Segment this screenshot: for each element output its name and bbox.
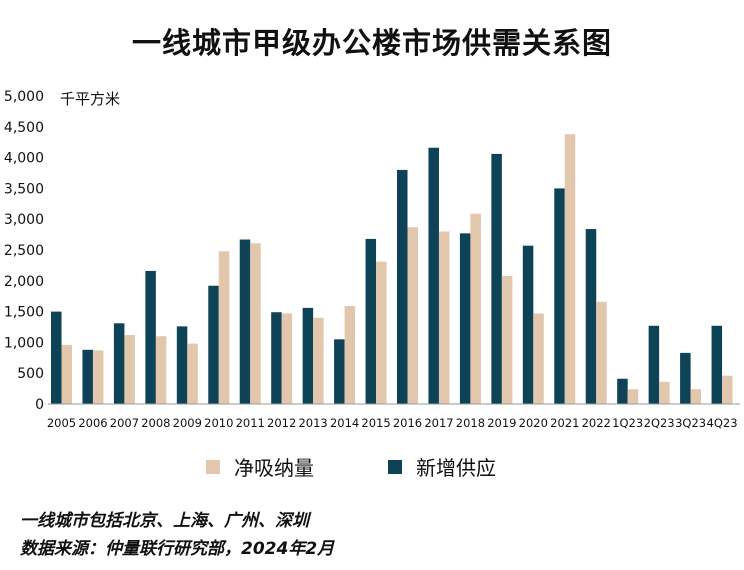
x-tick-label: 2019 — [487, 416, 516, 430]
chart-title: 一线城市甲级办公楼市场供需关系图 — [131, 26, 612, 60]
x-tick-label: 2006 — [78, 416, 107, 430]
legend-item-supply: 新增供应 — [388, 452, 496, 481]
x-tick-label: 2014 — [330, 416, 359, 430]
legend-swatch-supply — [388, 459, 402, 474]
y-tick-label: 3,000 — [4, 212, 44, 228]
x-tick-label: 1Q23 — [612, 416, 643, 430]
y-tick-label: 3,500 — [4, 181, 44, 197]
footnote-cities: 一线城市包括北京、上海、广州、深圳 — [20, 511, 309, 531]
y-tick-label: 4,500 — [4, 120, 44, 136]
bar-absorption-2012 — [281, 313, 293, 404]
bar-absorption-3Q23 — [690, 389, 702, 404]
bar-supply-2014 — [334, 339, 345, 404]
y-tick-label: 1,500 — [4, 305, 44, 321]
x-tick-label: 4Q23 — [707, 416, 738, 430]
bar-absorption-2013 — [313, 317, 324, 404]
bar-supply-2007 — [113, 323, 125, 404]
bar-absorption-2022 — [596, 301, 607, 404]
x-tick-label: 2007 — [110, 416, 139, 430]
bar-supply-2015 — [365, 238, 377, 404]
bar-supply-2Q23 — [648, 325, 660, 404]
bar-chart: 0 500 1,000 1,500 2,000 2,500 3,000 3,500 4,000 4… — [4, 89, 740, 430]
bar-supply-2005 — [51, 311, 62, 404]
bar-supply-2022 — [585, 229, 597, 404]
bar-absorption-2007 — [124, 335, 135, 404]
bar-supply-2020 — [522, 245, 534, 404]
x-tick-label: 2013 — [298, 416, 327, 430]
legend: 净吸纳量 新增供应 — [0, 452, 744, 482]
bar-supply-2008 — [145, 270, 156, 404]
x-tick-label: 2017 — [424, 416, 453, 430]
bar-absorption-2011 — [250, 243, 261, 404]
bar-absorption-2008 — [155, 336, 167, 404]
bar-absorption-2Q23 — [659, 381, 670, 404]
bar-absorption-2018 — [470, 213, 481, 404]
x-tick-label: 2008 — [141, 416, 170, 430]
legend-swatch-absorption — [206, 459, 220, 474]
legend-item-absorption: 净吸纳量 — [206, 452, 314, 481]
bar-supply-2010 — [208, 285, 219, 404]
x-tick-label: 2015 — [361, 416, 390, 430]
legend-label-supply: 新增供应 — [416, 456, 496, 480]
y-tick-label: 1,000 — [4, 335, 44, 351]
bar-supply-2013 — [302, 307, 314, 404]
y-tick-label: 5,000 — [4, 89, 44, 105]
y-tick-label: 4,000 — [4, 151, 44, 167]
x-tick-label: 2016 — [393, 416, 422, 430]
bar-absorption-2020 — [533, 313, 544, 404]
x-tick-label: 2018 — [456, 416, 485, 430]
bar-supply-2016 — [397, 169, 408, 404]
bar-absorption-2017 — [438, 231, 450, 404]
bar-absorption-2019 — [501, 275, 513, 404]
bar-supply-1Q23 — [617, 378, 628, 404]
bar-supply-2012 — [271, 312, 282, 404]
bar-absorption-1Q23 — [627, 389, 639, 404]
bar-supply-3Q23 — [680, 352, 691, 404]
x-tick-label: 3Q23 — [675, 416, 706, 430]
bar-supply-2017 — [428, 147, 439, 404]
bar-supply-2011 — [239, 239, 251, 404]
bar-absorption-2009 — [187, 343, 198, 404]
x-tick-label: 2020 — [519, 416, 548, 430]
bar-supply-4Q23 — [711, 325, 723, 404]
x-tick-label: 2012 — [267, 416, 296, 430]
bar-absorption-2015 — [376, 261, 387, 404]
x-tick-label: 2010 — [204, 416, 233, 430]
bar-absorption-2016 — [407, 227, 418, 404]
x-tick-label: 2022 — [582, 416, 611, 430]
x-tick-label: 2005 — [47, 416, 76, 430]
y-tick-label: 0 — [35, 397, 44, 413]
x-tick-label: 2Q23 — [644, 416, 675, 430]
bar-absorption-2005 — [61, 344, 72, 404]
bar-supply-2018 — [459, 233, 471, 404]
footnote-source: 数据来源：仲量联行研究部，2024年2月 — [20, 539, 335, 559]
x-tick-label: 2011 — [236, 416, 265, 430]
bar-supply-2019 — [491, 153, 502, 404]
bar-absorption-2021 — [564, 134, 576, 404]
y-tick-label: 500 — [17, 366, 44, 382]
bar-supply-2006 — [82, 349, 93, 404]
bar-absorption-4Q23 — [722, 375, 733, 404]
y-tick-label: 2,000 — [4, 274, 44, 290]
bar-absorption-2010 — [218, 251, 230, 404]
x-tick-label: 2009 — [173, 416, 202, 430]
bar-supply-2009 — [176, 326, 188, 404]
y-unit-label: 千平方米 — [60, 90, 120, 108]
x-tick-label: 2021 — [550, 416, 579, 430]
bar-absorption-2014 — [344, 306, 356, 404]
y-tick-label: 2,500 — [4, 243, 44, 259]
bar-absorption-2006 — [92, 350, 104, 404]
bar-supply-2021 — [554, 188, 565, 404]
legend-label-absorption: 净吸纳量 — [234, 456, 314, 480]
